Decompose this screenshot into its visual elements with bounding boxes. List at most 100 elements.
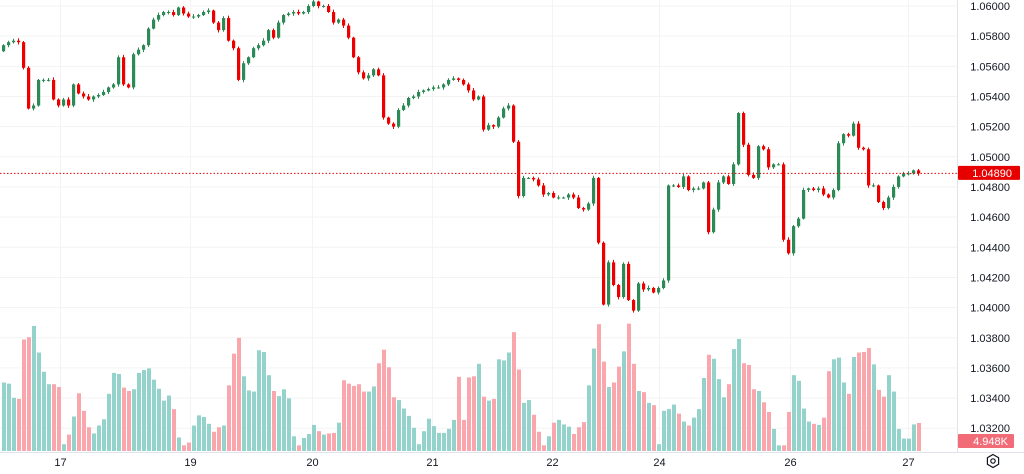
volume-bar [667, 409, 671, 451]
candle-body [692, 188, 696, 190]
candle-body [532, 177, 536, 180]
volume-bar [7, 383, 11, 451]
time-tick-label: 21 [426, 457, 438, 469]
volume-bar [757, 391, 761, 451]
candle-body [127, 84, 131, 88]
volume-bar [842, 382, 846, 451]
candle-body [727, 176, 731, 184]
candle-body [242, 63, 246, 80]
volume-bar [497, 359, 501, 451]
candle-body [192, 16, 196, 18]
candle-body [2, 45, 6, 52]
candle-body [822, 188, 826, 195]
candle-body [552, 192, 556, 198]
volume-bar [452, 419, 456, 451]
volume-bar [297, 445, 301, 451]
volume-bar [167, 395, 171, 451]
candle-body [97, 94, 101, 97]
time-axis[interactable]: 17 19 20 21 22 24 26 27 [54, 457, 914, 469]
candle-body [487, 125, 491, 130]
candle-body [537, 179, 541, 186]
volume-bar [707, 354, 711, 451]
candle-body [22, 42, 26, 68]
candle-body [447, 79, 451, 85]
volume-bar [247, 390, 251, 451]
volume-bar [582, 422, 586, 451]
volume-bar [242, 376, 246, 451]
candle-body [802, 189, 806, 219]
volume-bar [592, 348, 596, 451]
volume-bar [672, 404, 676, 451]
volume-bar [572, 434, 576, 451]
candle-body [757, 146, 761, 178]
volume-bar [367, 391, 371, 451]
volume-bar [47, 384, 51, 451]
candle-body [32, 105, 36, 109]
candle-body [272, 30, 276, 38]
candle-body [397, 110, 401, 127]
volume-bar [282, 389, 286, 451]
volume-bars [2, 323, 921, 451]
volume-bar [52, 384, 56, 451]
volume-bar [217, 427, 221, 451]
candles [2, 0, 921, 313]
candle-body [317, 1, 321, 6]
candle-body [17, 40, 21, 43]
volume-bar [102, 419, 106, 451]
candle-body [877, 185, 881, 203]
volume-bar [917, 422, 921, 451]
volume-bar [372, 386, 376, 451]
volume-bar [12, 397, 16, 451]
volume-bar [557, 419, 561, 451]
candle-body [782, 164, 786, 240]
price-tick-label: 1.03400 [970, 393, 1010, 405]
candle-body [657, 287, 661, 293]
candle-body [392, 123, 396, 127]
candle-body [442, 84, 446, 88]
volume-bar [597, 324, 601, 451]
volume-bar [107, 393, 111, 451]
volume-bar [702, 377, 706, 451]
volume-bar [182, 445, 186, 451]
candle-body [472, 90, 476, 100]
candle-body [837, 143, 841, 190]
price-axis[interactable]: 1.06000 1.05800 1.05600 1.05400 1.05200 1.050… [970, 1, 1010, 435]
volume-bar [412, 427, 416, 451]
volume-bar [782, 445, 786, 451]
volume-bar [152, 379, 156, 451]
volume-bar [867, 347, 871, 451]
candle-body [807, 188, 811, 190]
candle-body [327, 6, 331, 13]
volume-bar [227, 385, 231, 451]
candle-body [592, 177, 596, 204]
candle-body [742, 113, 746, 145]
candle-body [732, 164, 736, 184]
volume-bar [892, 391, 896, 451]
volume-bar [112, 372, 116, 451]
volume-bar [542, 445, 546, 451]
volume-bar [422, 431, 426, 451]
candle-body [432, 87, 436, 89]
candle-body [227, 18, 231, 41]
candle-body [277, 22, 281, 38]
volume-bar [257, 350, 261, 451]
candle-body [902, 173, 906, 177]
settings-button[interactable] [985, 453, 1001, 469]
volume-bar [352, 385, 356, 451]
volume-bar [477, 363, 481, 451]
price-tick-label: 1.03800 [970, 333, 1010, 345]
volume-bar [627, 323, 631, 451]
volume-bar [517, 369, 521, 451]
volume-bar [832, 359, 836, 451]
last-price-badge: 1.04890 [958, 165, 1020, 180]
candle-body [912, 170, 916, 174]
price-tick-label: 1.05800 [970, 31, 1010, 43]
candle-body [172, 12, 176, 16]
candle-body [642, 283, 646, 290]
candle-body [637, 283, 641, 311]
volume-bar [857, 352, 861, 451]
volume-bar [57, 387, 61, 451]
volume-bar [202, 417, 206, 451]
candle-body [857, 123, 861, 148]
